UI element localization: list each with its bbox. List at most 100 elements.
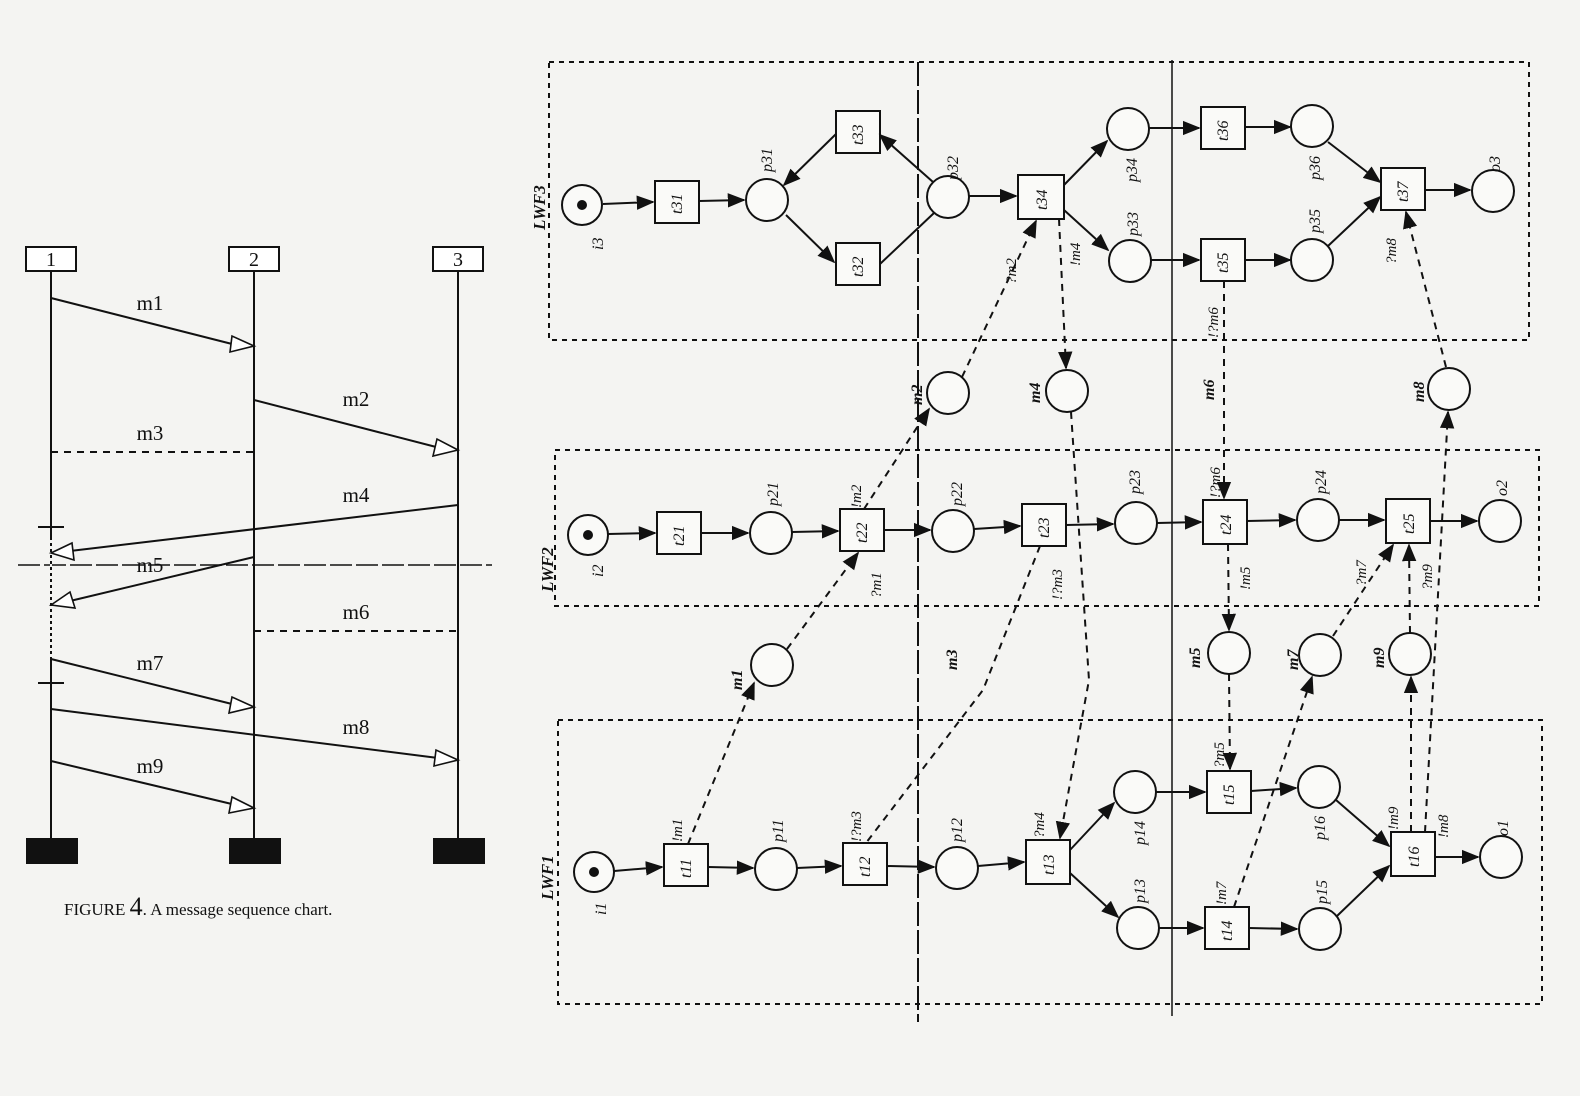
transition-label-t13: t13 — [1041, 855, 1058, 875]
instance-2: 2 — [228, 246, 281, 864]
msc-message-m5: m5 — [48, 553, 255, 609]
figure-caption: FIGURE 4. A message sequence chart. — [64, 892, 332, 921]
annotation-t14: !m7 — [1214, 880, 1230, 905]
message-place-label-m1: m1 — [729, 670, 746, 690]
transition-t24 — [1202, 499, 1248, 545]
place-label-p33: p33 — [1125, 212, 1142, 237]
annotation-t37: ?m8 — [1384, 238, 1400, 264]
message-label: m8 — [343, 715, 370, 739]
message-place-label-m9: m9 — [1371, 648, 1388, 668]
msc-message-m2: m2 — [253, 387, 461, 458]
place-label-p13: p13 — [1132, 879, 1149, 904]
message-label: m3 — [137, 421, 164, 445]
place-p11 — [754, 847, 798, 891]
message-place-m7 — [1298, 633, 1342, 677]
transition-label-t23: t23 — [1036, 518, 1053, 538]
place-p24 — [1296, 498, 1340, 542]
place-p22 — [931, 509, 975, 553]
msc-message-m4: m4 — [48, 483, 459, 562]
place-label-i2: i2 — [590, 565, 607, 577]
transition-t13 — [1025, 839, 1071, 885]
place-p32 — [926, 175, 970, 219]
place-label-p16: p16 — [1312, 816, 1329, 841]
transition-label-t21: t21 — [671, 526, 688, 546]
lwf3-boundary — [548, 61, 1530, 341]
transition-label-t11: t11 — [678, 859, 695, 878]
petri-net-diagram: LWF3 LWF2 LWF1 i3 t31 p31 t33 t32 p32 t3… — [530, 60, 1543, 1022]
annotation-t25b: ?m9 — [1420, 564, 1436, 590]
transition-t12 — [842, 842, 888, 886]
place-label-p14: p14 — [1132, 821, 1149, 846]
place-p31 — [745, 178, 789, 222]
transition-t31 — [654, 180, 700, 224]
transition-t15 — [1206, 770, 1252, 814]
lwf1-boundary — [557, 719, 1543, 1005]
transition-t25 — [1385, 498, 1431, 544]
place-p12 — [935, 846, 979, 890]
place-label-i3: i3 — [590, 238, 607, 250]
message-place-label-m4: m4 — [1027, 383, 1044, 403]
message-place-m4 — [1045, 369, 1089, 413]
annotation-t34a: ?m2 — [1004, 258, 1020, 284]
message-label: m9 — [137, 754, 164, 778]
annotation-t12: !?m3 — [849, 811, 865, 842]
annotation-t16a: !m9 — [1386, 806, 1402, 830]
annotation-t35: !?m6 — [1206, 307, 1222, 338]
annotation-t23: !?m3 — [1050, 569, 1066, 600]
transition-label-t25: t25 — [1401, 514, 1418, 534]
message-place-label-m6: m6 — [1201, 380, 1218, 400]
transition-t34 — [1017, 174, 1065, 220]
message-place-label-m7: m7 — [1285, 649, 1302, 670]
place-label-p34: p34 — [1124, 158, 1141, 183]
place-p36 — [1290, 104, 1334, 148]
message-label: m7 — [137, 651, 164, 675]
place-p33 — [1108, 239, 1152, 283]
place-label-o3: o3 — [1487, 156, 1504, 172]
place-p13 — [1116, 906, 1160, 950]
place-o3 — [1471, 169, 1515, 213]
message-label: m6 — [343, 600, 370, 624]
message-place-label-m3: m3 — [944, 650, 961, 670]
place-p34 — [1106, 107, 1150, 151]
message-place-m9 — [1388, 632, 1432, 676]
msc-message-m1: m1 — [50, 291, 257, 354]
transition-label-t12: t12 — [857, 857, 874, 877]
workflow-label-lwf2: LWF2 — [538, 547, 557, 593]
transition-label-t31: t31 — [669, 194, 686, 214]
place-i1 — [573, 851, 615, 893]
message-label: m1 — [137, 291, 164, 315]
place-p15 — [1298, 907, 1342, 951]
annotation-t15: ?m5 — [1212, 742, 1228, 768]
msc-message-m7: m7 — [50, 651, 257, 715]
annotation-t22b: ?m1 — [869, 572, 885, 598]
message-place-m2 — [926, 371, 970, 415]
place-label-p24: p24 — [1313, 470, 1330, 495]
annotation-t24a: !?m6 — [1208, 467, 1224, 498]
place-p35 — [1290, 238, 1334, 282]
annotation-t34b: !m4 — [1068, 242, 1084, 266]
annotation-t11: !m1 — [670, 819, 686, 842]
transition-label-t33: t33 — [850, 125, 867, 145]
place-label-p23: p23 — [1127, 470, 1144, 495]
transition-label-t14: t14 — [1219, 921, 1236, 941]
transition-label-t22: t22 — [854, 523, 871, 543]
instance-3: 3 — [432, 246, 485, 864]
transition-t16 — [1390, 831, 1436, 877]
annotation-t24b: !m5 — [1238, 566, 1254, 590]
message-label: m2 — [343, 387, 370, 411]
place-label-i1: i1 — [593, 903, 610, 915]
msc-message-m9: m9 — [50, 754, 257, 815]
instance-label: 1 — [46, 249, 56, 271]
message-place-label-m5: m5 — [1187, 648, 1204, 668]
place-p14 — [1113, 770, 1157, 814]
workflow-label-lwf3: LWF3 — [530, 185, 549, 231]
place-label-p36: p36 — [1307, 156, 1324, 181]
place-label-o2: o2 — [1494, 480, 1511, 496]
place-label-p21: p21 — [765, 482, 782, 507]
place-i2 — [567, 514, 609, 556]
instance-label: 2 — [249, 249, 259, 271]
place-p21 — [749, 511, 793, 555]
message-place-label-m2: m2 — [909, 385, 926, 405]
message-label: m4 — [343, 483, 370, 507]
